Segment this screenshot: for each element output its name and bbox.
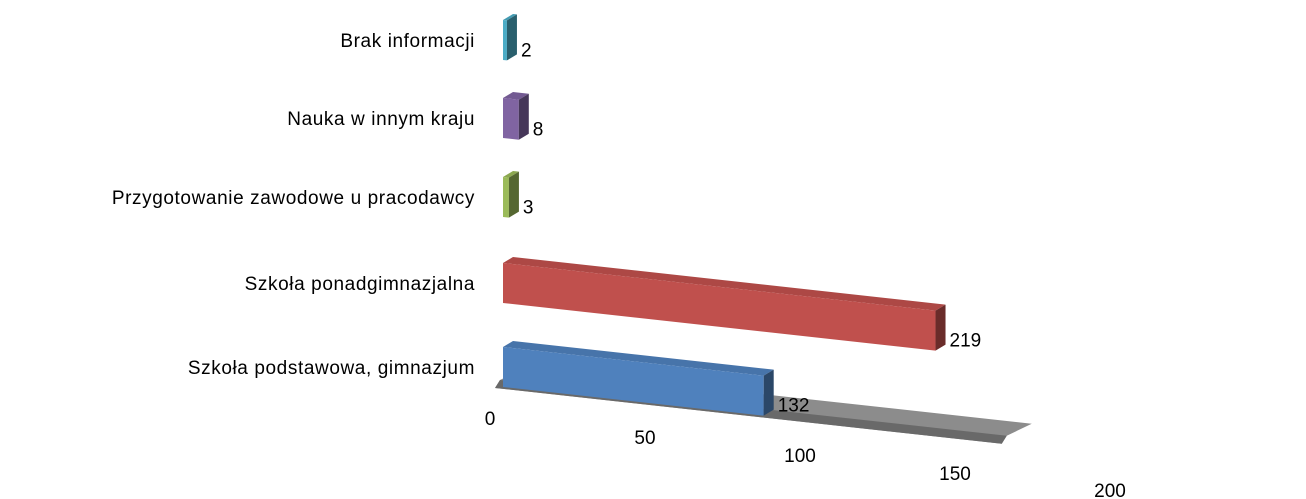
bar-top-face [503, 257, 946, 311]
x-axis-ticks: 050100150200250 [485, 409, 1281, 499]
category-label: Szkoła ponadgimnazjalna [245, 274, 475, 295]
bar-front-face [503, 347, 764, 416]
bar-3 [503, 257, 946, 351]
bar-front-face [503, 98, 519, 140]
bar-end-face [518, 93, 529, 140]
category-label: Brak informacji [340, 31, 475, 52]
bar-end-face [506, 14, 517, 61]
bar-front-face [503, 263, 936, 351]
category-labels: Brak informacji Nauka w innym kraju Przygo… [112, 31, 475, 379]
data-label: 3 [523, 198, 534, 219]
data-label: 132 [778, 396, 810, 417]
x-tick-label: 0 [485, 409, 496, 430]
bar-0 [503, 14, 517, 61]
bar-top-face [503, 92, 529, 100]
bar-top-face [503, 171, 519, 178]
category-label: Nauka w innym kraju [287, 109, 475, 130]
bar-1 [503, 92, 529, 140]
bar-end-face [935, 304, 946, 351]
bars [503, 14, 946, 416]
bar-end-face [508, 171, 519, 218]
data-label: 2 [521, 40, 532, 61]
x-tick-label: 150 [939, 464, 971, 485]
x-tick-label: 50 [634, 428, 655, 449]
data-label: 8 [533, 120, 544, 141]
category-label: Szkoła podstawowa, gimnazjum [188, 358, 475, 379]
bar-top-face [503, 341, 774, 376]
bar-2 [503, 171, 519, 218]
x-tick-label: 200 [1094, 481, 1126, 499]
bar-end-face [763, 369, 774, 416]
x-tick-label: 100 [784, 446, 816, 467]
category-label: Przygotowanie zawodowe u pracodawcy [112, 188, 475, 209]
bar-front-face [503, 177, 509, 218]
data-label: 219 [950, 331, 982, 352]
bar-front-face [503, 20, 507, 61]
bar-top-face [503, 14, 517, 21]
data-labels: 2 8 3 219 132 [521, 40, 981, 416]
bar-4 [503, 341, 774, 416]
